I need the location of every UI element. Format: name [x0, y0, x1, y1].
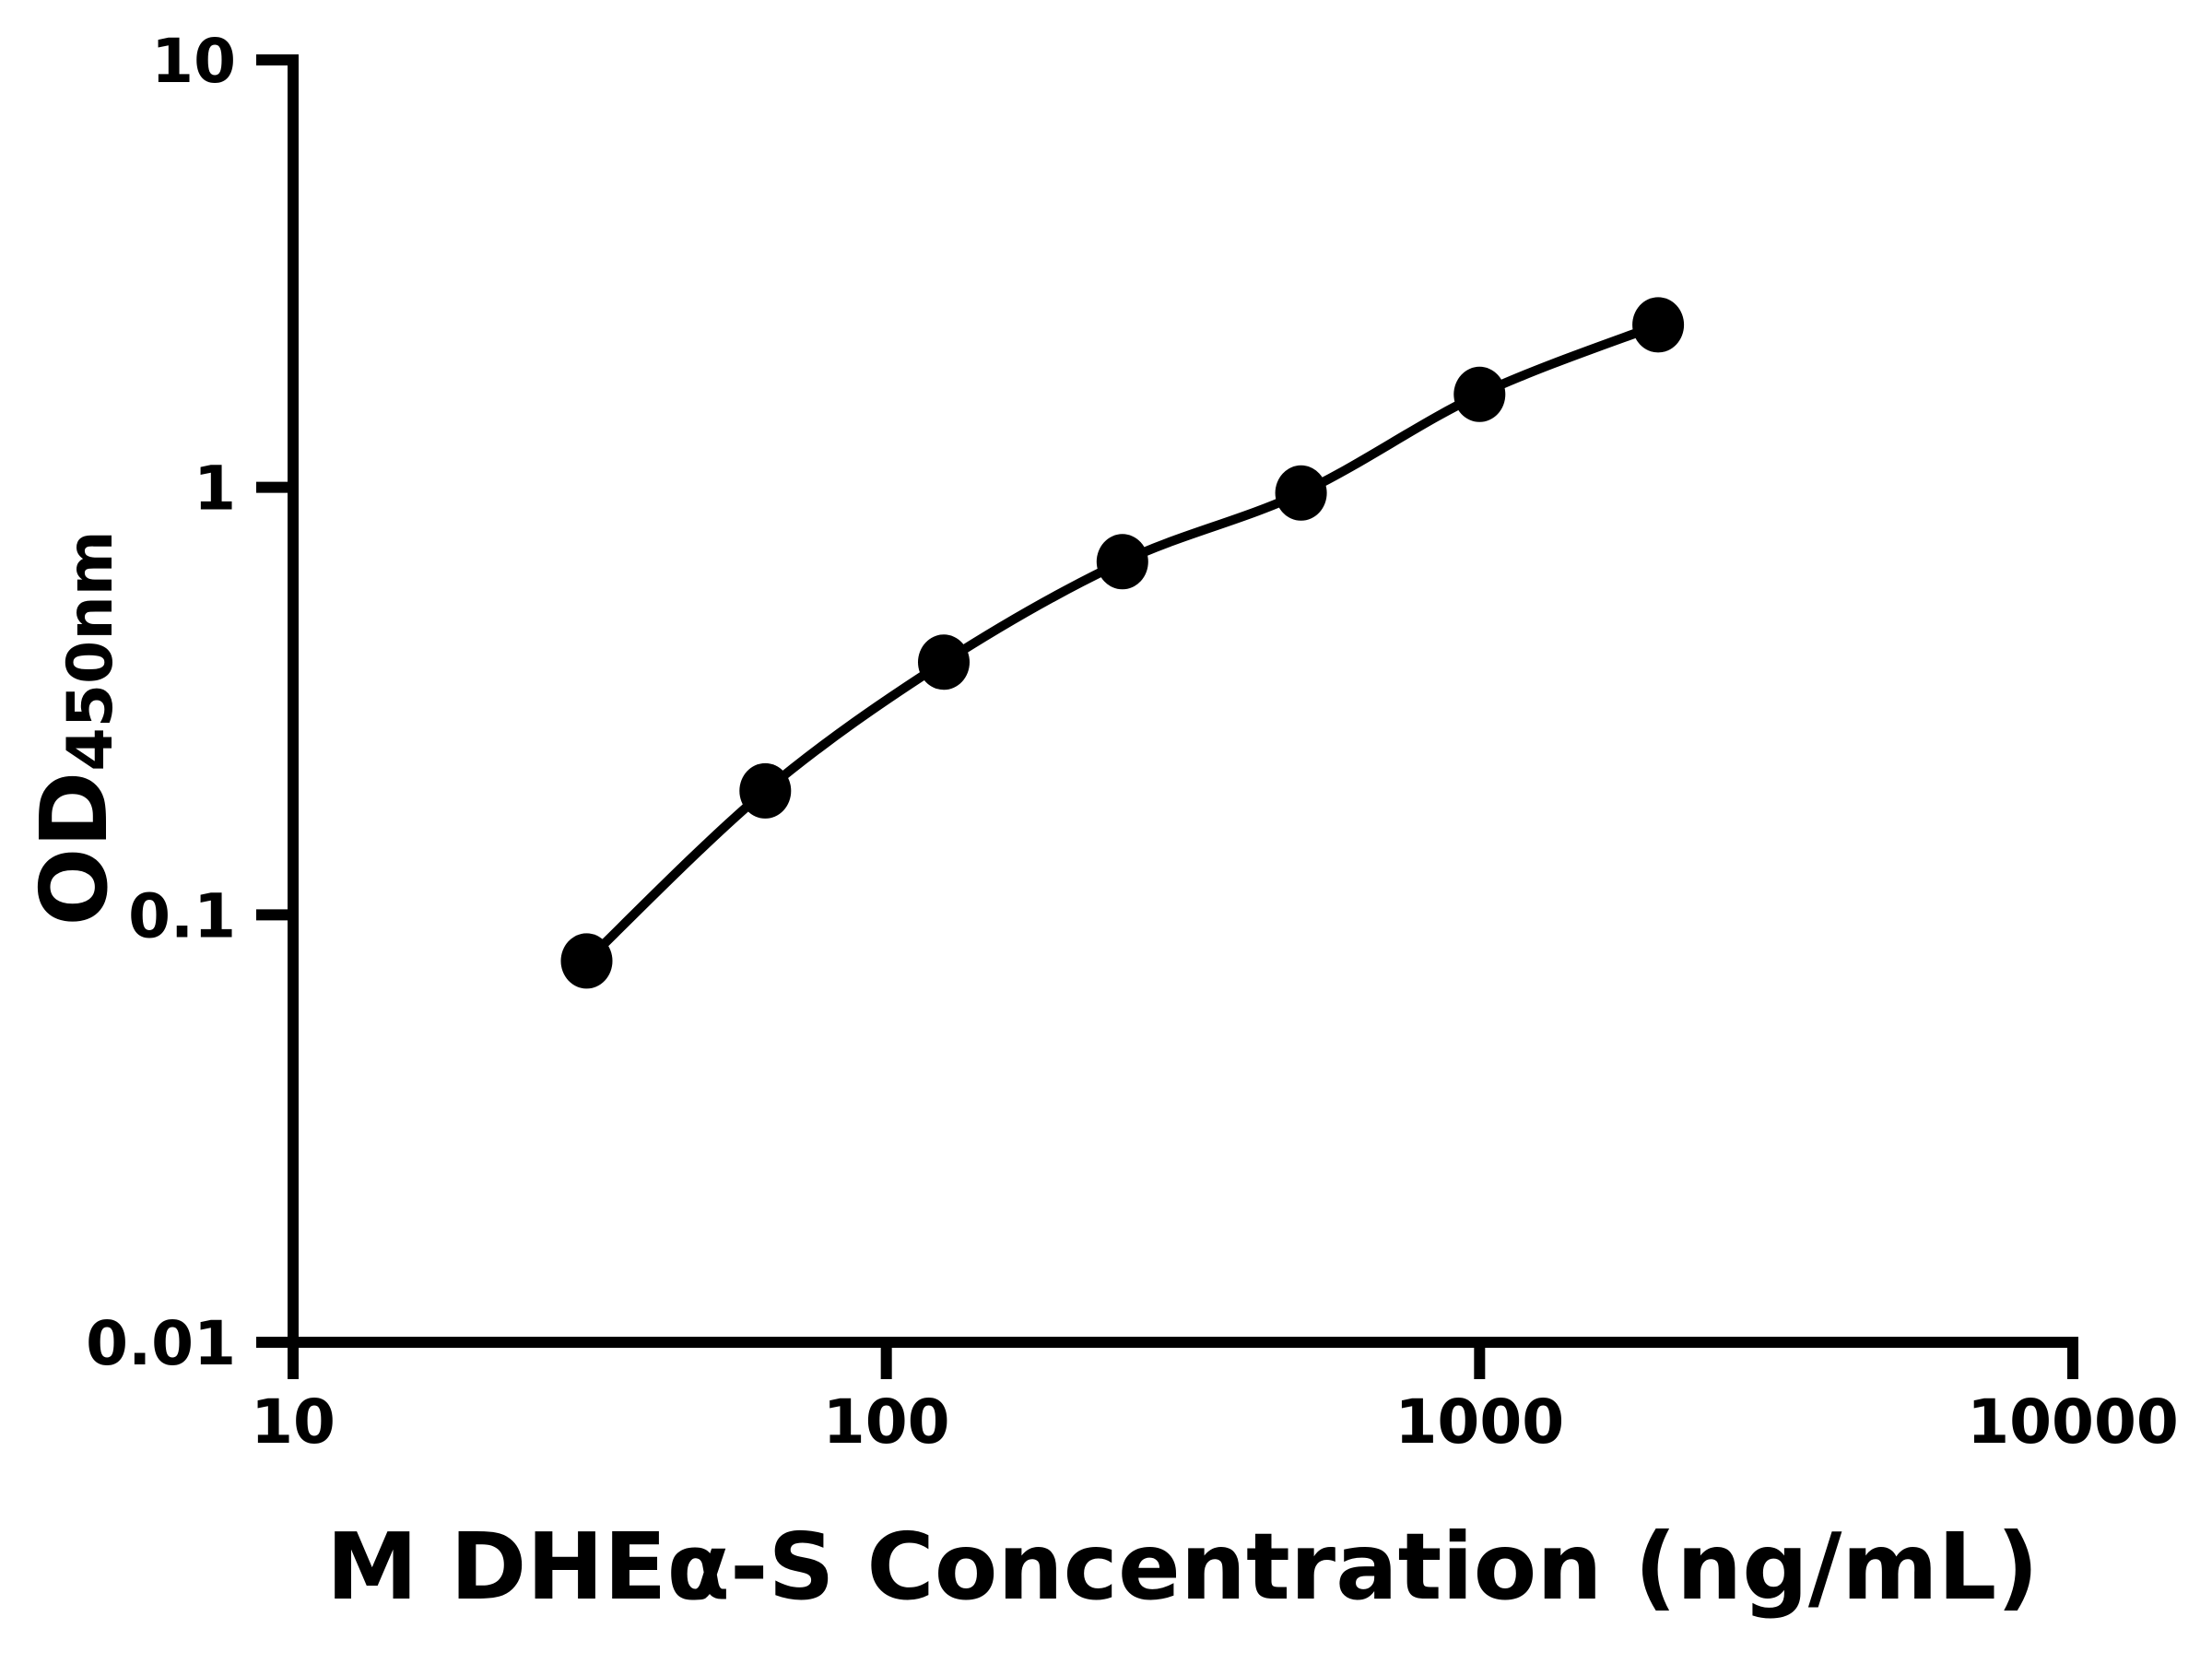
axis-frame — [256, 54, 2078, 1379]
y-tick-label: 1 — [194, 454, 236, 525]
x-tick-label: 1000 — [1394, 1387, 1564, 1457]
x-tick-label: 10000 — [1967, 1387, 2179, 1457]
y-axis-title-text: OD450nm — [20, 530, 128, 926]
data-point-marker — [1275, 465, 1327, 521]
x-axis-title: M DHEα-S Concentration (ng/mL) — [326, 1513, 2039, 1621]
y-tick-label: 0.1 — [128, 880, 236, 951]
plot-layer — [560, 297, 1685, 989]
y-axis-title-main: OD — [20, 772, 128, 926]
y-tick-label: 10 — [151, 26, 236, 97]
data-point-marker — [1453, 366, 1506, 422]
data-point-marker — [918, 634, 970, 690]
data-point-marker — [1632, 297, 1685, 353]
x-tick-label: 10 — [251, 1387, 335, 1457]
y-axis-title: OD450nm — [20, 530, 128, 926]
x-tick-label: 100 — [823, 1387, 950, 1457]
data-point-marker — [739, 762, 792, 819]
data-point-marker — [1096, 534, 1148, 590]
data-points — [560, 297, 1685, 989]
y-axis-title-subscript: 450nm — [54, 530, 127, 771]
y-tick-label: 0.01 — [86, 1308, 236, 1379]
data-point-marker — [560, 933, 613, 989]
standard-curve-line — [583, 320, 1660, 965]
